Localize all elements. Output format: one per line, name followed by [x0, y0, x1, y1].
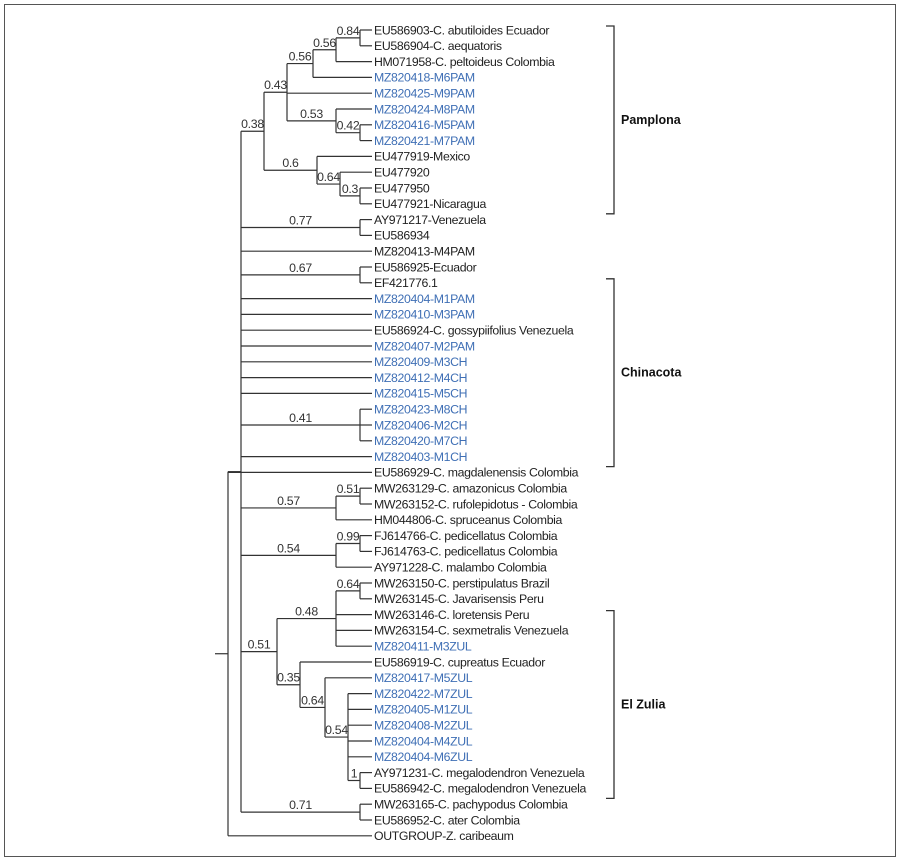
leaf-label: HM044806-C. spruceanus Colombia [374, 513, 563, 527]
leaf-label: EU586919-C. cupreatus Ecuador [374, 655, 545, 669]
leaf-label: MZ820415-M5CH [374, 387, 467, 401]
leaf-label: MW263150-C. perstipulatus Brazil [374, 576, 549, 590]
support-value: 0.64 [301, 693, 324, 707]
leaf-label: MZ820417-M5ZUL [374, 671, 473, 685]
leaf-label: MZ820404-M6ZUL [374, 750, 473, 764]
leaf-label: MZ820412-M4CH [374, 371, 467, 385]
support-value: 0.67 [289, 261, 312, 275]
figure-frame [4, 4, 896, 857]
leaf-label: MZ820404-M4ZUL [374, 734, 473, 748]
leaf-label: AY971231-C. megalodendron Venezuela [374, 766, 585, 780]
support-value: 0.3 [342, 182, 359, 196]
group-bracket [606, 278, 615, 468]
leaf-label: MZ820406-M2CH [374, 418, 467, 432]
support-value: 0.35 [277, 671, 300, 685]
leaf-label: MZ820404-M1PAM [374, 292, 475, 306]
leaf-label: EU477919-Mexico [374, 150, 470, 164]
leaf-label: EU477921-Nicaragua [374, 197, 486, 211]
leaf-label: EU586929-C. magdalenensis Colombia [374, 466, 579, 480]
support-value: 0.41 [289, 411, 312, 425]
leaf-label: MZ820422-M7ZUL [374, 687, 473, 701]
leaf-label: AY971228-C. malambo Colombia [374, 561, 547, 575]
leaf-label: FJ614766-C. pedicellatus Colombia [374, 529, 558, 543]
support-value: 0.57 [277, 494, 300, 508]
support-value: 0.56 [289, 50, 312, 64]
leaf-label: EU586934 [374, 229, 430, 243]
leaf-label: MZ820407-M2PAM [374, 339, 475, 353]
leaf-label: MZ820416-M5PAM [374, 118, 475, 132]
support-value: 0.51 [337, 482, 360, 496]
leaf-label: MZ820423-M8CH [374, 403, 467, 417]
group-label: Chinacota [621, 366, 682, 380]
leaf-label: MZ820420-M7CH [374, 434, 467, 448]
leaf-label: EU586904-C. aequatoris [374, 39, 502, 53]
support-value: 0.38 [241, 117, 264, 131]
leaf-label: EU586903-C. abutiloides Ecuador [374, 23, 549, 37]
leaf-label: MW263165-C. pachypodus Colombia [374, 798, 568, 812]
leaf-label: EU477950 [374, 181, 430, 195]
support-value: 0.48 [295, 605, 318, 619]
leaf-label: MZ820425-M9PAM [374, 87, 475, 101]
leaf-label: EU586925-Ecuador [374, 260, 477, 274]
leaf-label: MZ820413-M4PAM [374, 245, 475, 259]
leaf-label: MW263129-C. amazonicus Colombia [374, 482, 567, 496]
support-value: 0.43 [264, 78, 287, 92]
leaf-label: MZ820418-M6PAM [374, 71, 475, 85]
support-value: 0.64 [337, 577, 360, 591]
leaf-label: AY971217-Venezuela [374, 213, 486, 227]
leaf-label: OUTGROUP-Z. caribeaum [374, 829, 514, 843]
support-value: 0.71 [289, 798, 312, 812]
leaf-label: EU477920 [374, 166, 430, 180]
group-bracket [606, 25, 615, 215]
leaf-label: EF421776.1 [374, 276, 438, 290]
leaf-label: MZ820424-M8PAM [374, 102, 475, 116]
support-value: 0.64 [317, 170, 340, 184]
leaf-label: EU586924-C. gossypiifolius Venezuela [374, 324, 574, 338]
group-bracket [606, 609, 615, 800]
support-value: 0.84 [337, 24, 360, 38]
support-value: 0.56 [313, 36, 336, 50]
group-label: Pamplona [621, 113, 682, 127]
leaf-label: MZ820403-M1CH [374, 450, 467, 464]
leaf-label: EU586942-C. megalodendron Venezuela [374, 782, 586, 796]
support-value: 0.6 [282, 156, 299, 170]
support-value: 1 [351, 767, 358, 781]
leaf-label: MW263152-C. rufolepidotus - Colombia [374, 497, 578, 511]
leaf-label: MZ820410-M3PAM [374, 308, 475, 322]
leaf-label: MZ820408-M2ZUL [374, 719, 473, 733]
leaf-label: MZ820411-M3ZUL [374, 640, 472, 654]
support-value: 0.54 [277, 541, 300, 555]
group-label: El Zulia [621, 698, 667, 712]
leaf-label: MW263146-C. loretensis Peru [374, 608, 530, 622]
leaf-label: MZ820421-M7PAM [374, 134, 475, 148]
leaf-label: FJ614763-C. pedicellatus Colombia [374, 545, 558, 559]
leaf-label: HM071958-C. peltoideus Colombia [374, 55, 555, 69]
support-value: 0.54 [325, 723, 348, 737]
leaf-label: MZ820405-M1ZUL [374, 703, 473, 717]
leaf-label: MZ820409-M3CH [374, 355, 467, 369]
support-value: 0.53 [300, 107, 323, 121]
support-value: 0.77 [289, 214, 312, 228]
support-value: 0.51 [248, 638, 271, 652]
support-value: 0.42 [337, 119, 360, 133]
support-value: 0.99 [337, 530, 360, 544]
leaf-label: MW263154-C. sexmetralis Venezuela [374, 624, 569, 638]
leaf-label: MW263145-C. Javarisensis Peru [374, 592, 544, 606]
leaf-label: EU586952-C. ater Colombia [374, 813, 520, 827]
